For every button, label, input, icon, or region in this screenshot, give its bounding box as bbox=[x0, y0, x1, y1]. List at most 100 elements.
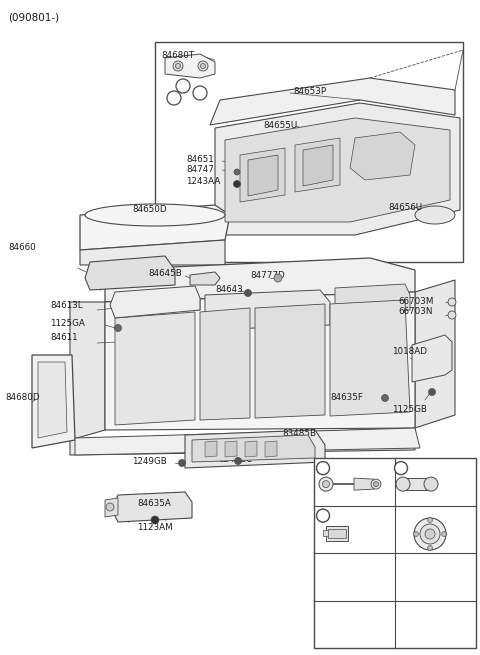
Bar bbox=[314, 458, 476, 648]
Polygon shape bbox=[255, 304, 325, 418]
Text: 66703N: 66703N bbox=[398, 307, 432, 316]
Text: 84613L: 84613L bbox=[50, 301, 83, 310]
Circle shape bbox=[151, 516, 159, 524]
Polygon shape bbox=[185, 430, 325, 468]
Polygon shape bbox=[323, 530, 329, 536]
Text: 84635A: 84635A bbox=[137, 498, 171, 508]
Polygon shape bbox=[403, 478, 431, 490]
Text: 84635F: 84635F bbox=[330, 394, 363, 403]
Polygon shape bbox=[326, 526, 348, 541]
Text: 83485B: 83485B bbox=[282, 428, 316, 438]
Text: 84655U: 84655U bbox=[263, 121, 297, 130]
Polygon shape bbox=[295, 138, 340, 192]
Polygon shape bbox=[210, 78, 455, 125]
Polygon shape bbox=[200, 308, 250, 420]
Text: 95120: 95120 bbox=[334, 464, 362, 473]
Circle shape bbox=[448, 311, 456, 319]
Circle shape bbox=[373, 481, 379, 487]
Circle shape bbox=[424, 477, 438, 491]
Circle shape bbox=[425, 529, 435, 539]
Text: b: b bbox=[171, 94, 177, 102]
Polygon shape bbox=[105, 292, 415, 430]
Text: a: a bbox=[180, 81, 185, 90]
Polygon shape bbox=[115, 298, 200, 315]
Circle shape bbox=[201, 64, 205, 69]
Text: 1390NB: 1390NB bbox=[405, 511, 441, 520]
Polygon shape bbox=[190, 272, 220, 285]
Polygon shape bbox=[245, 441, 257, 457]
Text: 84653P: 84653P bbox=[293, 88, 326, 96]
Circle shape bbox=[106, 503, 114, 511]
Text: 1123AM: 1123AM bbox=[137, 523, 173, 533]
Text: 1243AA: 1243AA bbox=[186, 176, 220, 185]
Polygon shape bbox=[412, 335, 452, 382]
Circle shape bbox=[319, 477, 333, 491]
Text: c: c bbox=[198, 88, 202, 98]
Polygon shape bbox=[112, 492, 192, 522]
Text: 84680T: 84680T bbox=[161, 52, 194, 60]
Text: 84645B: 84645B bbox=[148, 269, 182, 278]
Polygon shape bbox=[110, 286, 200, 318]
Text: (090801-): (090801-) bbox=[8, 12, 59, 22]
Polygon shape bbox=[225, 441, 237, 457]
Polygon shape bbox=[38, 362, 67, 438]
Circle shape bbox=[316, 462, 329, 475]
Circle shape bbox=[448, 298, 456, 306]
Text: 84611: 84611 bbox=[50, 333, 78, 341]
Polygon shape bbox=[415, 280, 455, 428]
Circle shape bbox=[316, 509, 329, 522]
Circle shape bbox=[396, 477, 410, 491]
Text: 84656U: 84656U bbox=[388, 202, 422, 212]
Circle shape bbox=[414, 518, 446, 550]
Circle shape bbox=[428, 546, 432, 550]
Polygon shape bbox=[75, 428, 420, 455]
Text: 84747: 84747 bbox=[186, 164, 214, 174]
Text: 84643: 84643 bbox=[215, 284, 243, 293]
Polygon shape bbox=[115, 312, 195, 425]
Polygon shape bbox=[303, 145, 333, 186]
Ellipse shape bbox=[85, 204, 225, 226]
Polygon shape bbox=[240, 148, 285, 202]
Circle shape bbox=[193, 86, 207, 100]
Polygon shape bbox=[330, 300, 410, 416]
Text: 95120A: 95120A bbox=[411, 464, 446, 473]
Polygon shape bbox=[335, 284, 410, 315]
Circle shape bbox=[179, 460, 185, 466]
Polygon shape bbox=[350, 132, 415, 180]
Polygon shape bbox=[328, 529, 346, 538]
Circle shape bbox=[176, 64, 180, 69]
Polygon shape bbox=[80, 205, 230, 250]
Circle shape bbox=[115, 324, 121, 331]
Polygon shape bbox=[248, 155, 278, 196]
Polygon shape bbox=[70, 428, 415, 455]
Text: 84777D: 84777D bbox=[250, 271, 285, 280]
Circle shape bbox=[176, 79, 190, 93]
Ellipse shape bbox=[415, 206, 455, 224]
Text: 1243BC: 1243BC bbox=[218, 455, 252, 464]
Polygon shape bbox=[32, 355, 75, 448]
Polygon shape bbox=[225, 118, 450, 222]
Text: 84650D: 84650D bbox=[132, 206, 167, 214]
Polygon shape bbox=[205, 441, 217, 457]
Text: 1125GA: 1125GA bbox=[50, 318, 85, 328]
Circle shape bbox=[382, 394, 388, 402]
Circle shape bbox=[442, 531, 446, 536]
Circle shape bbox=[244, 290, 252, 297]
Circle shape bbox=[428, 517, 432, 523]
Circle shape bbox=[413, 531, 419, 536]
Text: 84660: 84660 bbox=[8, 244, 36, 252]
Bar bbox=[155, 42, 463, 262]
Text: 1018AD: 1018AD bbox=[392, 348, 427, 356]
Circle shape bbox=[371, 479, 381, 489]
Text: a: a bbox=[334, 531, 338, 536]
Polygon shape bbox=[192, 435, 315, 462]
Circle shape bbox=[233, 181, 240, 187]
Text: 84680D: 84680D bbox=[5, 394, 40, 403]
Circle shape bbox=[420, 524, 440, 544]
Polygon shape bbox=[70, 302, 105, 440]
Circle shape bbox=[429, 388, 435, 396]
Circle shape bbox=[395, 462, 408, 475]
Text: b: b bbox=[321, 511, 325, 520]
Polygon shape bbox=[215, 103, 460, 235]
Polygon shape bbox=[85, 256, 175, 290]
